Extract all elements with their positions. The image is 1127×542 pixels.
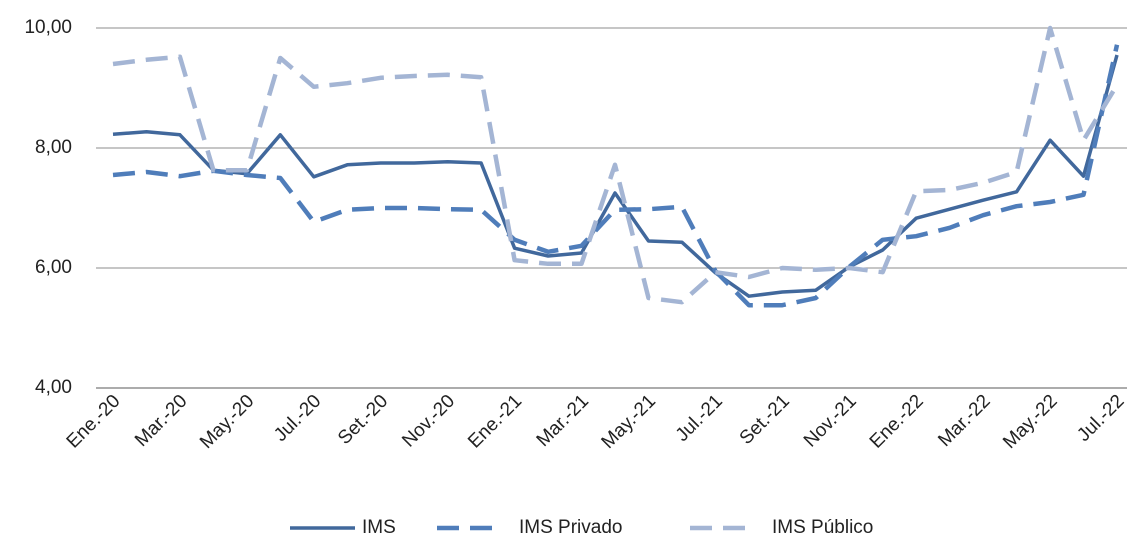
x-tick-label: Jul.-21 bbox=[672, 391, 727, 446]
x-tick-label: May.-22 bbox=[999, 391, 1061, 453]
line-series bbox=[112, 25, 1119, 305]
x-tick-label: Ene.-20 bbox=[63, 391, 125, 453]
x-tick-label: Nov.-20 bbox=[398, 391, 459, 452]
y-tick-label: 4,00 bbox=[35, 377, 72, 398]
x-tick-label: May.-20 bbox=[196, 391, 258, 453]
y-tick-label: 8,00 bbox=[35, 137, 72, 158]
x-tick-label: May.-21 bbox=[598, 391, 660, 453]
y-tick-label: 6,00 bbox=[35, 257, 72, 278]
x-tick-label: Nov.-21 bbox=[800, 391, 861, 452]
x-tick-label: Jul.-22 bbox=[1073, 391, 1127, 446]
legend-label: IMS bbox=[362, 517, 396, 538]
x-tick-label: Ene.-22 bbox=[866, 391, 928, 453]
y-tick-label: 10,00 bbox=[24, 17, 72, 38]
x-tick-label: Mar.-22 bbox=[934, 391, 994, 451]
x-tick-label: Set.-21 bbox=[736, 391, 794, 449]
x-tick-label: Set.-20 bbox=[334, 391, 392, 449]
legend-label: IMS Público bbox=[772, 517, 873, 538]
x-tick-label: Jul.-20 bbox=[270, 391, 325, 446]
x-tick-label: Mar.-20 bbox=[131, 391, 191, 451]
x-tick-label: Ene.-21 bbox=[464, 391, 526, 453]
legend-label: IMS Privado bbox=[519, 517, 622, 538]
line-series bbox=[112, 54, 1119, 298]
line-series bbox=[112, 44, 1120, 308]
x-tick-label: Mar.-21 bbox=[533, 391, 593, 451]
